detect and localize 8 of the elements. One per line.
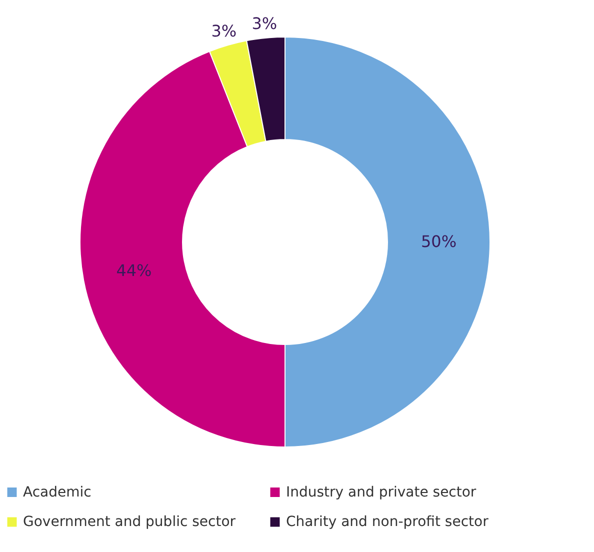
data-label: 50% (420, 232, 457, 251)
data-label: 3% (211, 22, 237, 41)
data-label: 44% (116, 260, 152, 280)
legend-label: Government and public sector (23, 514, 236, 530)
legend-label: Academic (23, 484, 92, 500)
legend-label: Charity and non-profit sector (286, 514, 489, 530)
data-label: 3% (252, 14, 278, 33)
legend-label: Industry and private sector (286, 484, 476, 500)
